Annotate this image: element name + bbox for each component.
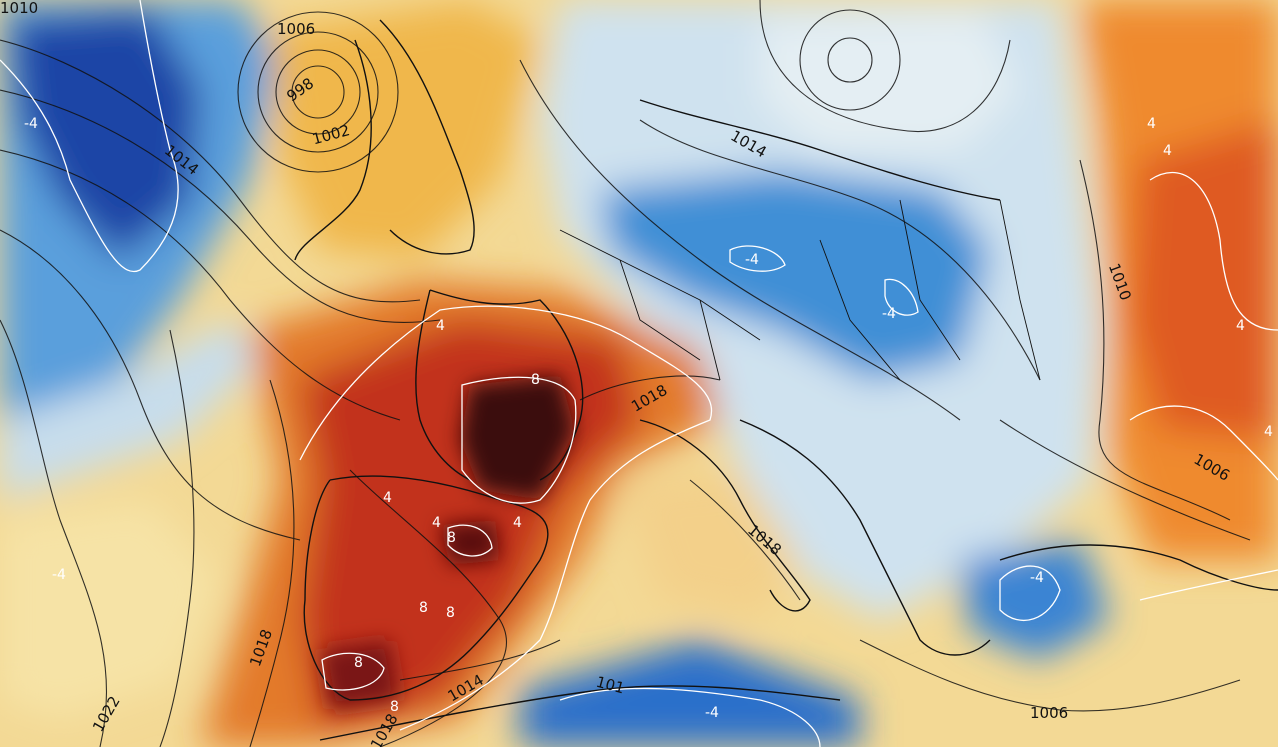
temperature-label: 4 — [432, 515, 441, 531]
isobar-low-ring — [275, 49, 361, 135]
isotherm-line — [884, 278, 919, 316]
isotherm-line — [559, 687, 821, 747]
field-greece-cold — [960, 540, 1110, 660]
coastlines — [294, 19, 1278, 741]
isobar-line — [0, 319, 107, 747]
coast-italy — [639, 419, 811, 612]
field-central-cold — [600, 170, 990, 380]
temperature-label: 8 — [446, 605, 455, 621]
temperature-label: 8 — [354, 655, 363, 671]
isobar-line — [249, 379, 295, 747]
temperature-label: 4 — [1264, 424, 1273, 440]
isobar-low-ring — [827, 37, 873, 83]
isobar-line — [999, 419, 1251, 541]
isobar-line — [689, 479, 801, 601]
field-atlsw-light — [0, 500, 220, 720]
pressure-label: 1006 — [277, 20, 315, 38]
isotherm-line — [1129, 405, 1278, 481]
coast-british-isles — [294, 19, 475, 261]
temperature-label: 4 — [436, 318, 445, 334]
temperature-label: 4 — [383, 490, 392, 506]
isotherm-line — [447, 524, 493, 557]
temperature-label: 8 — [531, 372, 540, 388]
coast-north-africa — [319, 685, 841, 741]
isobar-low-ring — [257, 31, 379, 153]
temperature-label: 4 — [1236, 318, 1245, 334]
isobar-line — [0, 149, 401, 421]
isobar-low-ring — [799, 9, 901, 111]
temperature-label: -4 — [745, 252, 759, 268]
isobar-low-ring — [291, 65, 345, 119]
isobar-line — [579, 375, 721, 401]
isobars — [0, 0, 1251, 747]
isotherm-line — [461, 376, 577, 504]
isobar-low-ring — [237, 11, 399, 173]
field-med-cold — [520, 640, 860, 747]
isobar-line — [159, 329, 195, 747]
temperature-label: -4 — [882, 306, 896, 322]
isobar-line — [0, 39, 421, 303]
isotherm-line — [0, 0, 179, 273]
temperature-label: 8 — [447, 530, 456, 546]
isotherm-line — [299, 305, 713, 731]
temperature-label: -4 — [1030, 570, 1044, 586]
isobar-line — [639, 119, 1041, 381]
isobar-line — [0, 229, 301, 541]
temperature-label: -4 — [24, 116, 38, 132]
isotherm-line — [1139, 569, 1278, 601]
coast-iberia — [303, 475, 549, 701]
field-spain-south — [320, 640, 400, 710]
field-atlantic-cool-edge — [0, 320, 260, 500]
pressure-label: 1010 — [0, 0, 38, 17]
temperature-label: 8 — [390, 699, 399, 715]
isobar-line — [1079, 159, 1231, 521]
temperature-label: 4 — [1163, 143, 1172, 159]
isotherm-line — [321, 652, 385, 691]
temperature-label: 4 — [513, 515, 522, 531]
coast-turkey — [999, 544, 1278, 591]
isobar-line — [519, 59, 961, 421]
isobar-line — [349, 469, 507, 747]
temperature-label: -4 — [705, 705, 719, 721]
isotherm-line — [729, 245, 786, 272]
temperature-label: 8 — [419, 600, 428, 616]
field-uk-warm — [270, 0, 540, 260]
field-italy-warm — [620, 470, 800, 620]
temperature-labels: -4 -4 -4 4 4 4 4 8 4 4 4 4 8 8 8 8 8 -4 … — [24, 116, 1273, 721]
isobar-line — [0, 89, 441, 323]
isobar-line — [759, 0, 1011, 132]
pressure-label: 1006 — [1030, 704, 1068, 722]
field-france-core — [460, 375, 575, 500]
temperature-label: 4 — [1147, 116, 1156, 132]
isobar-line — [399, 639, 561, 681]
coast-france — [415, 289, 584, 481]
isotherm-line — [1149, 171, 1278, 331]
temperature-label: -4 — [52, 567, 66, 583]
border-lines — [559, 199, 1041, 381]
isotherm-line — [999, 565, 1061, 621]
coast-baltic — [639, 99, 1001, 201]
field-east-hot — [1130, 120, 1278, 440]
field-scandi-cool — [760, 10, 1020, 150]
isobar-line — [859, 639, 1241, 712]
coast-balkans — [739, 419, 991, 656]
